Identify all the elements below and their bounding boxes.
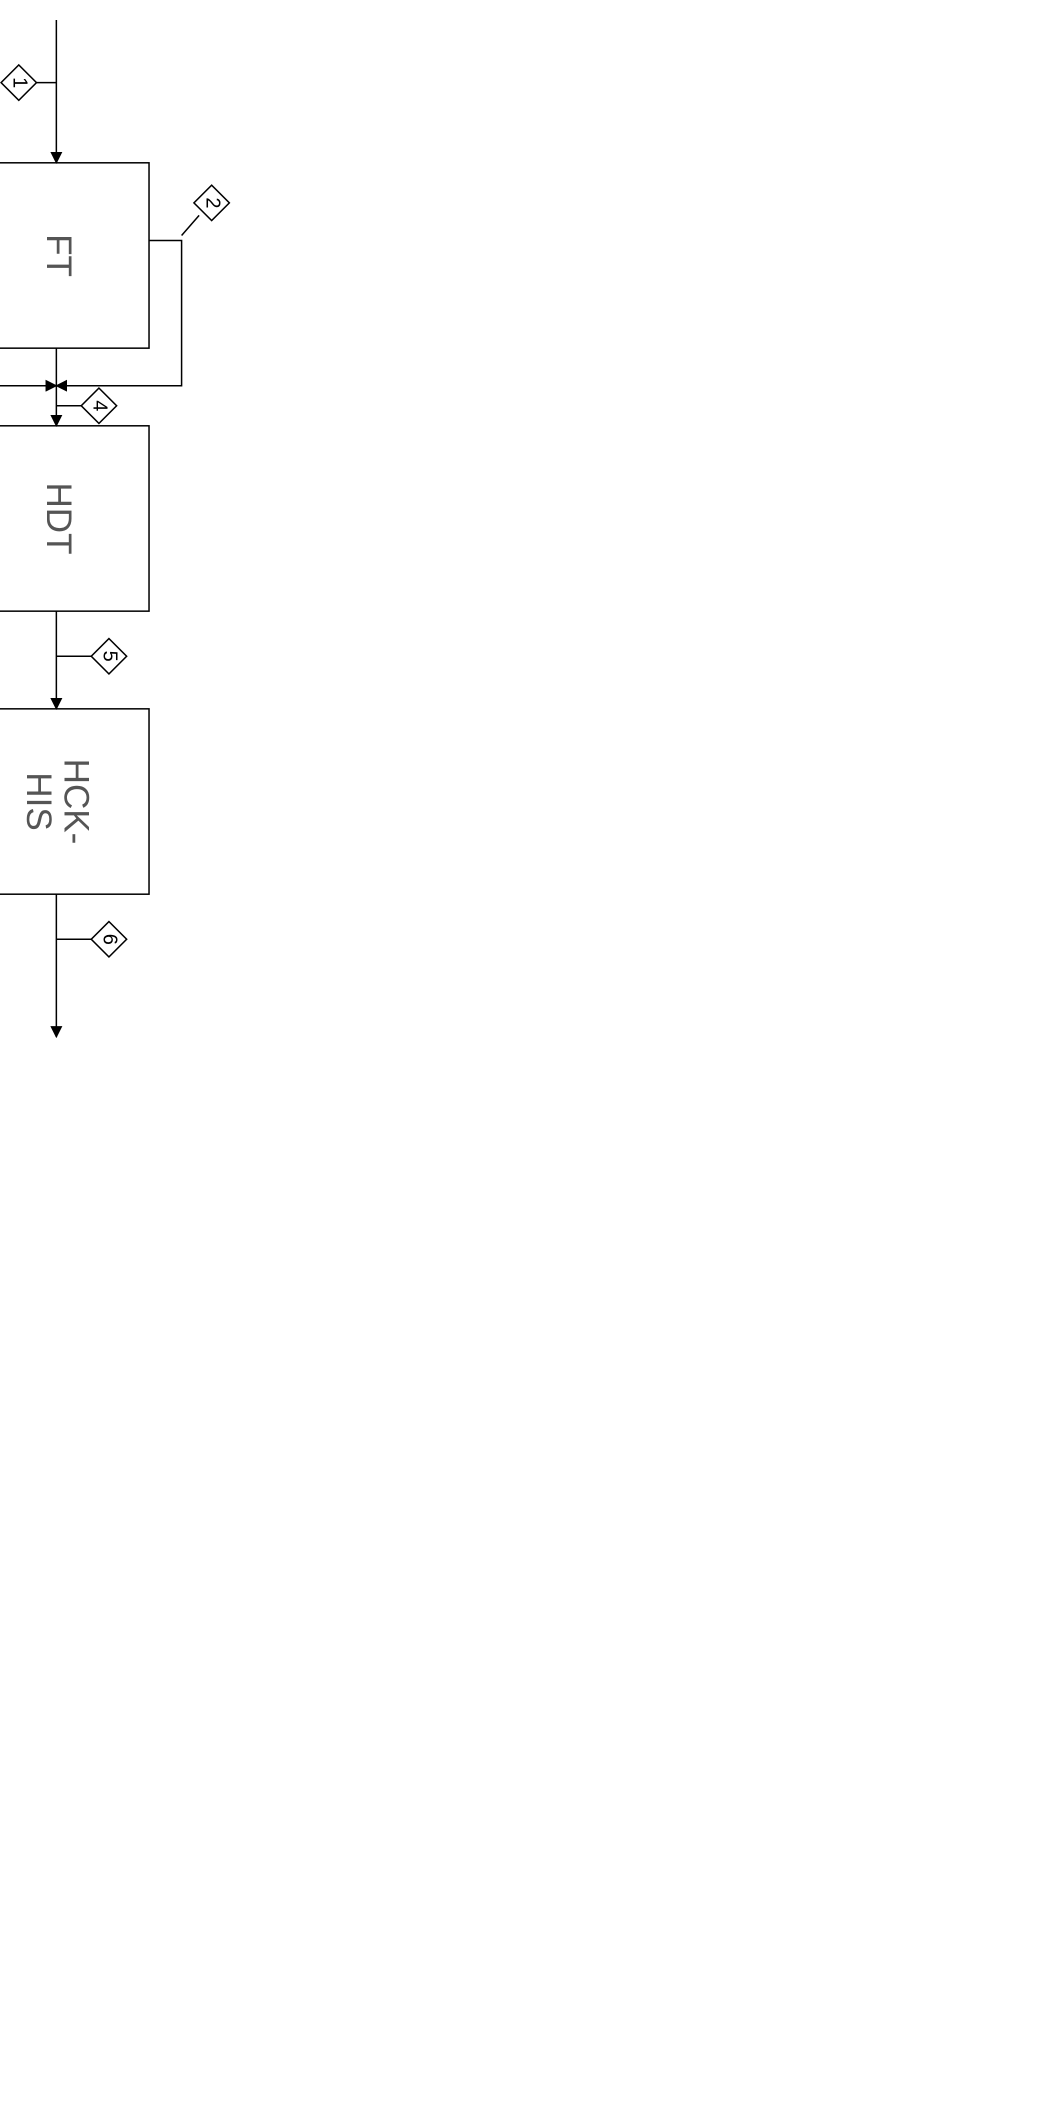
ref-1-label: 1	[8, 77, 30, 88]
ref-6: 6	[56, 922, 126, 957]
ref-4-label: 4	[89, 400, 111, 411]
ref-5-label: 5	[99, 651, 121, 662]
box-hck-label-2: HIS	[19, 772, 58, 830]
ref-4: 4	[56, 388, 116, 423]
ref-2-label: 2	[201, 197, 223, 208]
box-ft-label: FT	[39, 234, 78, 277]
ref-6-label: 6	[99, 934, 121, 945]
ref-2: 2	[182, 185, 230, 235]
flow-diagram: FT HDT HCK- HIS 1 2 3 4	[0, 0, 1057, 1057]
box-hck: HCK- HIS	[0, 709, 149, 894]
box-hdt: HDT	[0, 426, 149, 611]
ref-5: 5	[56, 639, 126, 674]
ref-1: 1	[1, 65, 56, 100]
box-ft: FT	[0, 163, 149, 348]
box-hdt-label: HDT	[39, 482, 78, 554]
box-hck-label-1: HCK-	[57, 759, 96, 845]
